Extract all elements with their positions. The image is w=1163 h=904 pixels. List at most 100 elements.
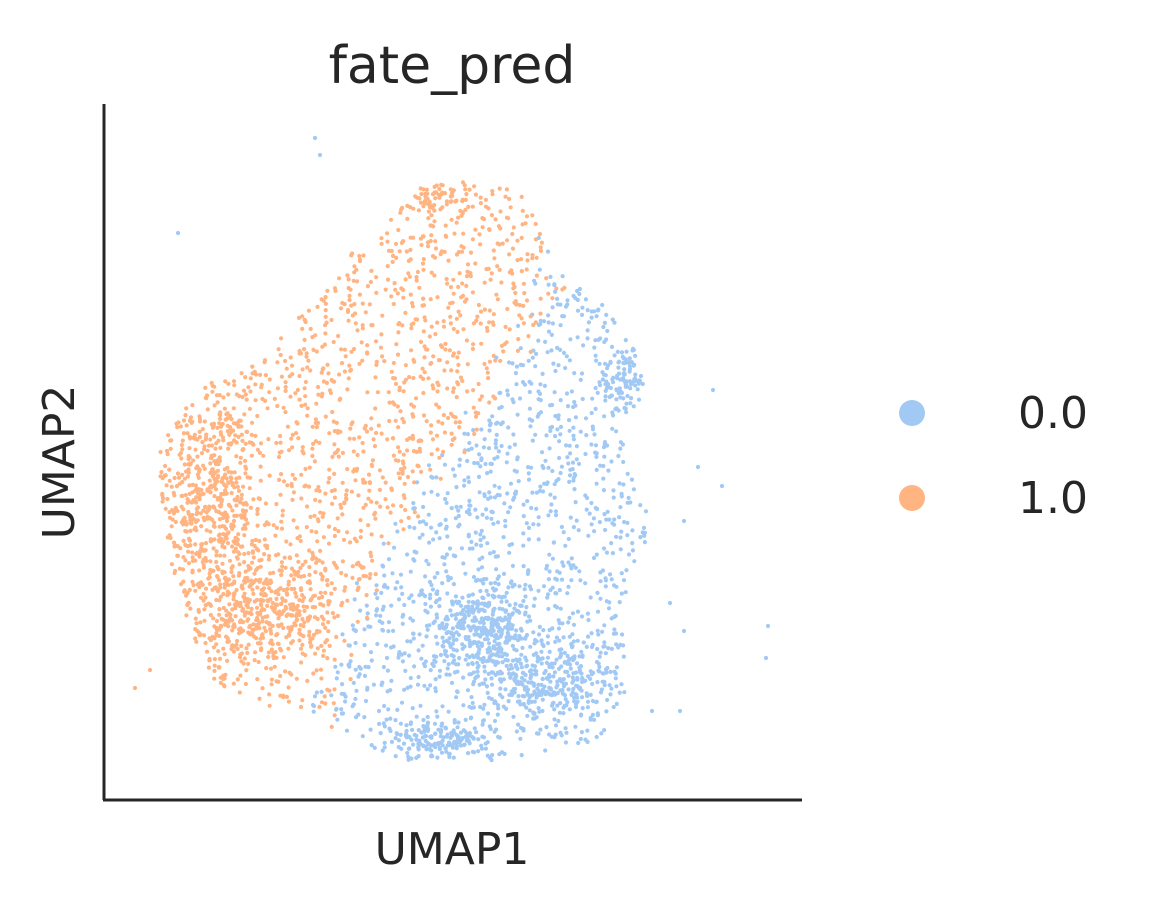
data-point bbox=[197, 429, 202, 434]
data-point bbox=[440, 621, 445, 626]
data-point bbox=[429, 452, 434, 457]
data-point bbox=[392, 281, 397, 286]
data-point bbox=[526, 477, 532, 482]
data-point bbox=[277, 450, 282, 455]
data-point bbox=[426, 216, 431, 221]
data-point bbox=[461, 561, 466, 566]
data-point bbox=[260, 615, 265, 620]
data-point bbox=[278, 492, 283, 497]
data-point bbox=[419, 242, 424, 248]
data-point bbox=[530, 213, 535, 218]
data-point bbox=[215, 458, 220, 463]
data-point bbox=[332, 442, 337, 447]
data-point bbox=[667, 600, 673, 606]
data-point bbox=[405, 216, 410, 221]
data-point bbox=[336, 529, 341, 534]
data-point bbox=[570, 460, 576, 465]
data-point bbox=[677, 708, 683, 714]
data-point bbox=[327, 476, 332, 481]
data-point bbox=[482, 669, 487, 674]
data-point bbox=[466, 662, 471, 667]
data-point bbox=[387, 418, 392, 424]
data-point bbox=[288, 613, 293, 618]
data-point bbox=[421, 257, 426, 262]
data-point bbox=[419, 656, 424, 661]
data-point bbox=[220, 561, 225, 566]
data-point bbox=[458, 313, 463, 318]
data-point bbox=[326, 602, 331, 607]
data-point bbox=[401, 493, 406, 498]
data-point bbox=[459, 213, 464, 218]
data-point bbox=[524, 521, 529, 526]
data-point bbox=[559, 577, 565, 582]
data-point bbox=[543, 339, 548, 344]
data-point bbox=[471, 670, 476, 675]
data-point bbox=[477, 452, 482, 457]
data-point bbox=[258, 478, 263, 483]
data-point bbox=[475, 669, 480, 674]
data-point bbox=[231, 406, 236, 411]
data-point bbox=[352, 597, 357, 602]
data-point bbox=[191, 583, 196, 588]
data-point bbox=[195, 454, 200, 459]
data-point bbox=[372, 745, 377, 751]
data-point bbox=[583, 581, 588, 586]
data-point bbox=[355, 466, 360, 471]
data-point bbox=[283, 380, 288, 385]
data-point bbox=[411, 501, 416, 506]
data-point bbox=[613, 676, 618, 681]
data-point bbox=[289, 573, 294, 578]
data-point bbox=[325, 656, 330, 661]
data-point bbox=[291, 577, 296, 582]
data-point bbox=[430, 661, 435, 667]
data-point bbox=[468, 625, 473, 630]
data-point bbox=[430, 205, 435, 210]
data-point bbox=[257, 450, 262, 455]
data-point bbox=[339, 361, 345, 366]
data-point bbox=[428, 223, 433, 228]
data-point bbox=[206, 443, 212, 448]
data-point bbox=[604, 517, 609, 522]
data-point bbox=[182, 588, 187, 593]
data-point bbox=[234, 503, 239, 508]
data-point bbox=[371, 682, 376, 687]
data-point bbox=[208, 602, 213, 607]
data-point bbox=[435, 571, 440, 576]
data-point bbox=[626, 552, 632, 557]
data-point bbox=[399, 207, 404, 212]
data-point bbox=[601, 324, 606, 330]
data-point bbox=[519, 652, 524, 657]
data-point bbox=[478, 309, 484, 314]
data-point bbox=[553, 723, 559, 728]
data-point bbox=[321, 603, 326, 608]
data-point bbox=[403, 377, 408, 382]
data-point bbox=[314, 668, 319, 673]
data-point bbox=[554, 513, 559, 518]
data-point bbox=[458, 621, 463, 626]
data-point bbox=[557, 588, 562, 593]
data-point bbox=[323, 323, 328, 328]
data-point bbox=[443, 726, 449, 731]
data-point bbox=[241, 501, 246, 506]
data-point bbox=[460, 198, 465, 204]
data-point bbox=[249, 432, 254, 437]
data-point bbox=[252, 658, 257, 663]
data-point bbox=[493, 646, 498, 651]
data-point bbox=[390, 436, 396, 441]
data-point bbox=[425, 627, 430, 632]
data-point bbox=[434, 591, 439, 596]
data-point bbox=[512, 491, 518, 496]
data-point bbox=[339, 662, 344, 667]
data-point bbox=[235, 638, 240, 644]
data-point bbox=[207, 515, 212, 521]
data-point bbox=[221, 646, 226, 651]
data-point bbox=[426, 512, 431, 517]
data-point bbox=[442, 430, 447, 435]
data-point bbox=[170, 517, 175, 522]
data-point bbox=[403, 277, 408, 282]
data-point bbox=[603, 651, 609, 656]
data-point bbox=[216, 649, 221, 654]
data-point bbox=[431, 537, 436, 542]
data-point bbox=[521, 281, 527, 286]
data-point bbox=[566, 687, 571, 692]
